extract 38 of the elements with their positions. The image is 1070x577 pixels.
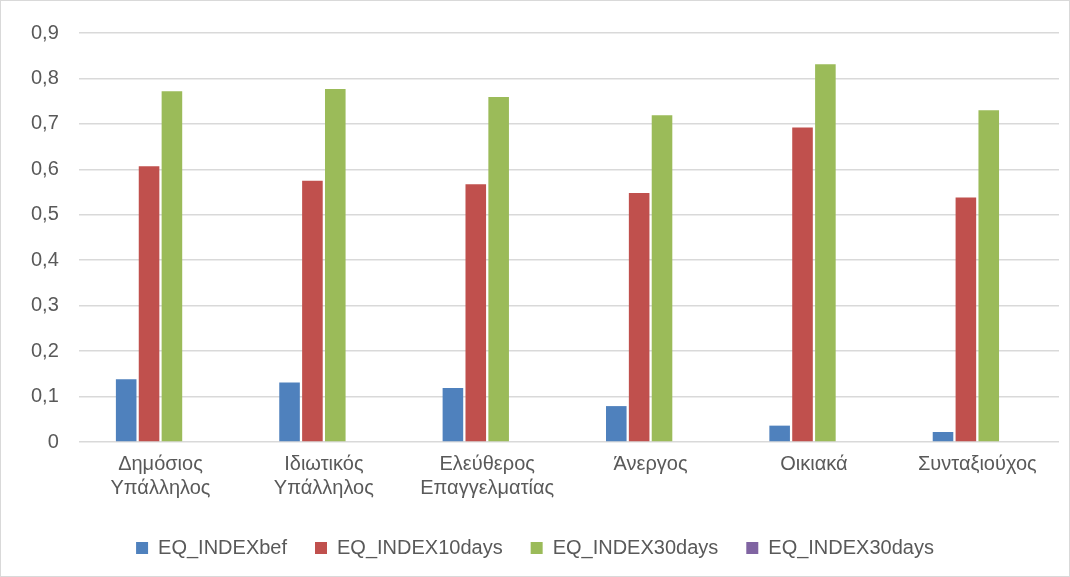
bar bbox=[161, 91, 183, 442]
x-tick-label: Άνεργος bbox=[613, 451, 688, 474]
bar bbox=[115, 379, 137, 442]
y-tick-label: 0,3 bbox=[30, 293, 59, 316]
bar bbox=[138, 166, 160, 442]
bar bbox=[605, 406, 627, 442]
bar bbox=[769, 425, 790, 442]
legend-label: EQ_INDEX30days bbox=[768, 535, 934, 559]
x-tick-label: Οικιακά bbox=[780, 451, 848, 474]
y-tick-label: 0,2 bbox=[30, 338, 59, 361]
bar bbox=[955, 197, 977, 442]
y-tick-label: 0,7 bbox=[30, 111, 59, 134]
bar bbox=[302, 180, 323, 442]
y-tick-label: 0,5 bbox=[30, 202, 59, 225]
y-tick-label: 0,1 bbox=[30, 384, 59, 407]
bar bbox=[628, 192, 650, 442]
bar bbox=[815, 64, 836, 442]
x-tick-label: Συνταξιούχος bbox=[917, 451, 1037, 474]
bar bbox=[651, 115, 673, 442]
y-tick-label: 0,9 bbox=[30, 20, 59, 43]
bar bbox=[932, 432, 954, 442]
bar bbox=[978, 110, 1000, 442]
bar bbox=[465, 184, 487, 442]
x-tick-label: Δημόσιος Υπάλληλος bbox=[110, 451, 211, 498]
x-tick-label: Ιδιωτικός Υπάλληλος bbox=[273, 451, 375, 498]
bar bbox=[792, 127, 813, 442]
legend-label: EQ_INDEX30days bbox=[552, 535, 719, 559]
y-tick-label: 0,6 bbox=[30, 156, 59, 179]
bar bbox=[325, 88, 346, 442]
bar bbox=[279, 382, 300, 442]
legend-label: EQ_INDEX10days bbox=[337, 535, 503, 559]
y-tick-label: 0,4 bbox=[30, 247, 59, 270]
bar bbox=[488, 97, 509, 442]
legend-label: EQ_INDEXbef bbox=[158, 535, 288, 559]
x-tick-label: Ελεύθερος Επαγγελματίας bbox=[420, 451, 555, 498]
y-tick-label: 0,8 bbox=[30, 65, 59, 88]
y-tick-label: 0 bbox=[47, 429, 59, 452]
bar bbox=[442, 387, 464, 442]
